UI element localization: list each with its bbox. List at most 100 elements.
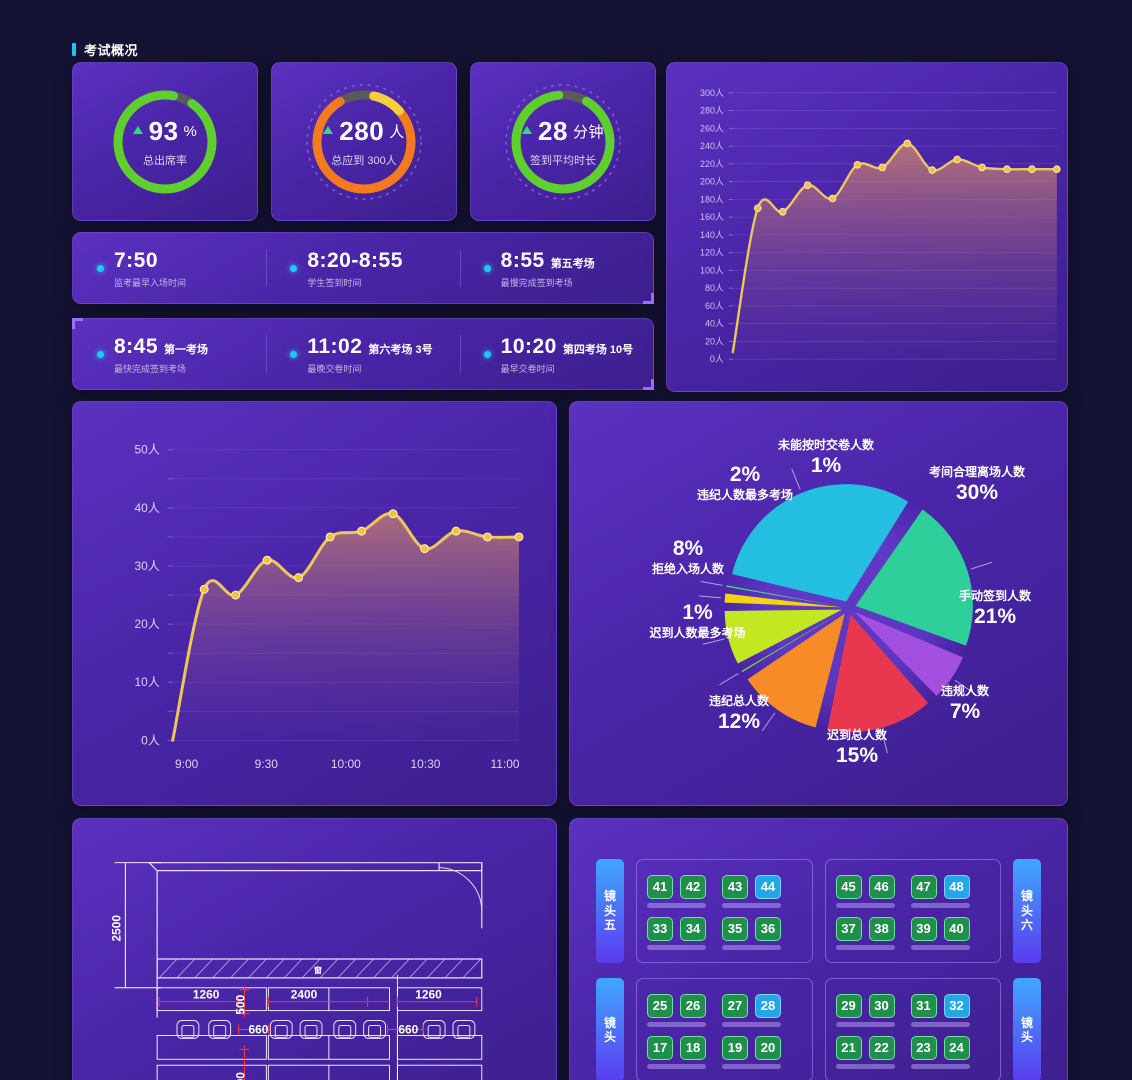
pie-label-pct: 1% bbox=[682, 601, 713, 624]
seat-number[interactable]: 23 bbox=[910, 1035, 937, 1060]
svg-text:120人: 120人 bbox=[700, 248, 724, 258]
seat-number[interactable]: 26 bbox=[680, 993, 706, 1018]
seat-number[interactable]: 43 bbox=[722, 874, 748, 899]
timeline-room: 第一考场 bbox=[164, 343, 209, 356]
gauge-card-checkin-duration[interactable]: 28 分钟 签到平均时长 bbox=[470, 62, 656, 221]
seat-number[interactable]: 39 bbox=[910, 916, 937, 941]
seat-number[interactable]: 45 bbox=[835, 874, 862, 899]
svg-text:0人: 0人 bbox=[141, 733, 160, 747]
seat-number[interactable]: 31 bbox=[910, 993, 937, 1018]
seat-number[interactable]: 34 bbox=[680, 916, 706, 941]
seat-number[interactable]: 28 bbox=[755, 993, 781, 1018]
seat-number[interactable]: 37 bbox=[835, 916, 862, 941]
pie-label-name: 违纪人数最多考场 bbox=[696, 488, 793, 503]
seat-number[interactable]: 20 bbox=[755, 1035, 781, 1060]
timeline-item[interactable]: 8:20-8:55 学生签到时间 bbox=[266, 233, 459, 303]
timeline-item[interactable]: 8:45 第一考场 最快完成签到考场 bbox=[73, 319, 266, 389]
pie-label-untimely-submit: 未能按时交卷人数 1% bbox=[746, 438, 906, 479]
seat-number[interactable]: 33 bbox=[647, 916, 673, 941]
timeline-time: 8:20-8:55 bbox=[307, 248, 403, 272]
seat-number[interactable]: 24 bbox=[943, 1035, 970, 1060]
seatmap-grid: 镜头五 41 42 43 44 33 34 35 36 45 46 47 48 37 38 39 40 镜头六镜头… bbox=[570, 819, 1067, 1080]
chart-panel-exam-breakdown[interactable]: 未能按时交卷人数 1% 考间合理离场人数 30% 手动签到人数 21% 违规人数… bbox=[569, 401, 1068, 806]
svg-text:160人: 160人 bbox=[700, 212, 724, 222]
camera-label-right[interactable]: 镜头 bbox=[1013, 978, 1041, 1080]
camera-label-right[interactable]: 镜头六 bbox=[1013, 859, 1041, 963]
area-chart-top: 0人 20人 40人 60人 80人 100人 120人 140人 160人 180人 200人 22… bbox=[700, 88, 1061, 364]
seat-number[interactable]: 41 bbox=[647, 874, 673, 899]
seat-number[interactable]: 22 bbox=[868, 1035, 895, 1060]
timeline-item[interactable]: 11:02 第六考场 3号 最晚交卷时间 bbox=[266, 319, 459, 389]
pie-label-name: 违纪总人数 bbox=[708, 694, 769, 708]
chart-panel-attendance-trend[interactable]: 0人 20人 40人 60人 80人 100人 120人 140人 160人 180人 200人 22… bbox=[666, 62, 1068, 392]
timeline-caption: 最快完成签到考场 bbox=[114, 364, 187, 375]
svg-text:40人: 40人 bbox=[135, 501, 160, 515]
svg-text:10人: 10人 bbox=[135, 675, 160, 689]
pie-label-total-discipline: 违纪总人数 12% bbox=[674, 694, 804, 735]
pie-label-most-late-room: 1% 迟到人数最多考场 bbox=[620, 600, 775, 641]
timeline-item[interactable]: 10:20 第四考场 10号 最早交卷时间 bbox=[459, 319, 653, 389]
gauge-card-attendance[interactable]: 93 % 总出席率 bbox=[72, 62, 258, 221]
page-title: 考试概况 bbox=[84, 43, 139, 58]
timeline-caption: 学生签到时间 bbox=[307, 278, 362, 289]
desk-bar bbox=[835, 1063, 895, 1069]
seat-number[interactable]: 18 bbox=[680, 1035, 706, 1060]
seat-number[interactable]: 35 bbox=[722, 916, 748, 941]
gauge-card-expected[interactable]: 280 人 总应到 300人 bbox=[271, 62, 457, 221]
pie-label-reasonable-exit: 考间合理离场人数 30% bbox=[892, 465, 1062, 506]
seat-number[interactable]: 27 bbox=[722, 993, 748, 1018]
desk-bar bbox=[647, 902, 706, 908]
timeline-time: 11:02 bbox=[307, 334, 363, 358]
seat-number[interactable]: 48 bbox=[943, 874, 970, 899]
timeline-strip-1: 7:50 监考最早入场时间 8:20-8:55 学生签到时间 bbox=[72, 232, 654, 304]
seat-number[interactable]: 30 bbox=[868, 993, 895, 1018]
dim-500-top: 500 bbox=[234, 994, 248, 1014]
dim-1260-right: 1260 bbox=[415, 988, 442, 1002]
seat-number[interactable]: 46 bbox=[868, 874, 895, 899]
seat-number[interactable]: 38 bbox=[868, 916, 895, 941]
camera-label-left[interactable]: 镜头五 bbox=[596, 859, 624, 963]
svg-text:0人: 0人 bbox=[710, 354, 724, 364]
svg-text:80人: 80人 bbox=[705, 283, 724, 293]
svg-text:220人: 220人 bbox=[700, 159, 724, 169]
seat-number[interactable]: 25 bbox=[647, 993, 673, 1018]
svg-text:11:00: 11:00 bbox=[491, 757, 520, 771]
timeline-item[interactable]: 8:55 第五考场 最慢完成签到考场 bbox=[459, 233, 653, 303]
bullet-dot-icon bbox=[97, 264, 104, 272]
seat-number[interactable]: 32 bbox=[943, 993, 970, 1018]
floorplan-panel[interactable]: 窗 2500 bbox=[72, 818, 557, 1080]
timeline-item[interactable]: 7:50 监考最早入场时间 bbox=[73, 233, 266, 303]
dim-660-left: 660 bbox=[248, 1022, 268, 1036]
pie-label-refused-entry: 8% 拒绝入场人数 bbox=[618, 536, 758, 577]
seat-number[interactable]: 42 bbox=[680, 874, 706, 899]
seat-number[interactable]: 19 bbox=[722, 1035, 748, 1060]
seatmap-panel[interactable]: 镜头五 41 42 43 44 33 34 35 36 45 46 47 48 37 38 39 40 镜头六镜头… bbox=[569, 818, 1068, 1080]
svg-text:50人: 50人 bbox=[135, 443, 160, 457]
svg-text:20人: 20人 bbox=[135, 617, 160, 631]
chart-panel-checkin-trend[interactable]: 0人 10人 20人 30人 40人 50人 9:00 9:30 10:00 10:30 11:0… bbox=[72, 401, 557, 806]
section-marker-icon bbox=[72, 43, 76, 56]
gauge-ring-duration bbox=[471, 63, 655, 220]
seat-number[interactable]: 29 bbox=[835, 993, 862, 1018]
svg-text:240人: 240人 bbox=[700, 141, 724, 151]
desk-bar bbox=[910, 1021, 970, 1027]
pie-label-pct: 12% bbox=[717, 710, 761, 733]
timeline-caption: 最慢完成签到考场 bbox=[500, 278, 573, 289]
timeline-time: 8:45 bbox=[114, 334, 159, 358]
seat-number[interactable]: 44 bbox=[755, 874, 781, 899]
camera-label-left[interactable]: 镜头 bbox=[596, 978, 624, 1080]
svg-text:10:30: 10:30 bbox=[411, 757, 441, 771]
seat-number[interactable]: 17 bbox=[647, 1035, 673, 1060]
desk-bar bbox=[835, 902, 895, 908]
seat-number[interactable]: 47 bbox=[910, 874, 937, 899]
pie-label-violation-count: 违规人数 7% bbox=[910, 684, 1020, 725]
seat-number[interactable]: 36 bbox=[755, 916, 781, 941]
seat-number[interactable]: 40 bbox=[943, 916, 970, 941]
timeline-room: 第五考场 bbox=[550, 257, 595, 270]
timeline-caption: 最晚交卷时间 bbox=[307, 364, 362, 375]
seat-number[interactable]: 21 bbox=[835, 1035, 862, 1060]
pie-label-name: 迟到总人数 bbox=[826, 728, 887, 742]
dim-1260-left: 1260 bbox=[193, 988, 220, 1002]
pie-label-most-discipline-room: 2% 违纪人数最多考场 bbox=[665, 462, 825, 503]
